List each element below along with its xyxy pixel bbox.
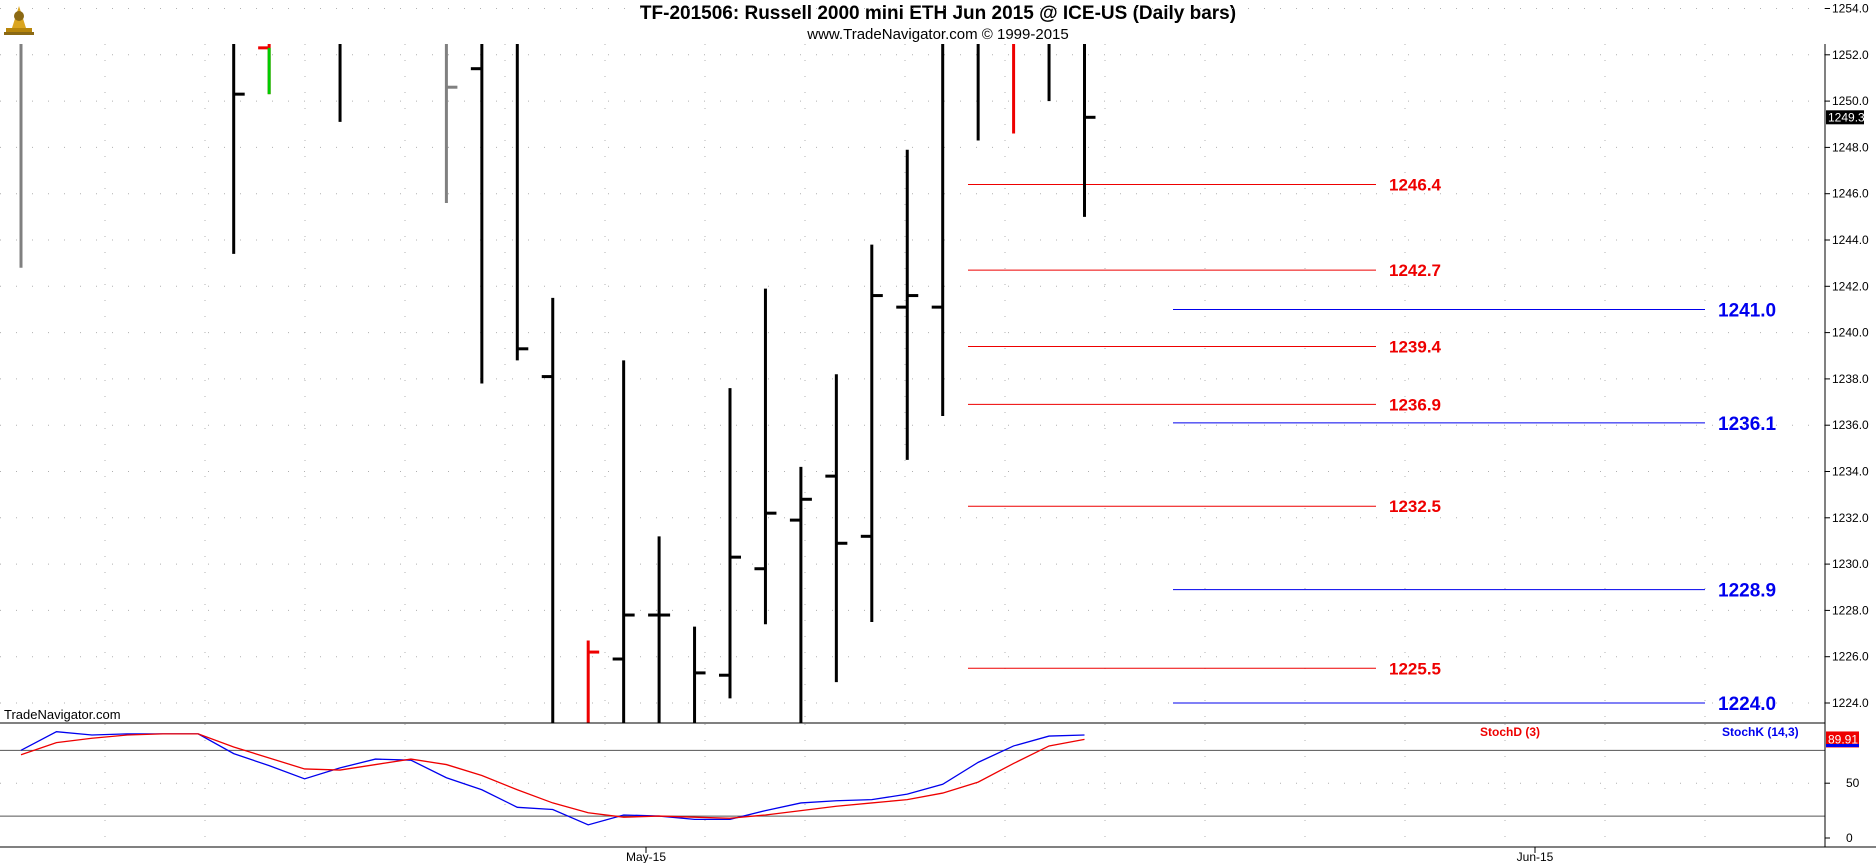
price-tick-label-2: 1228.0 [1832,603,1869,617]
price-bar-30 [1083,44,1096,217]
level-label-6: 1236.9 [1389,395,1441,414]
price-bar-12 [444,44,458,203]
price-bar-26 [931,44,945,416]
price-tick-label-5: 1234.0 [1832,465,1869,479]
level-label-5: 1239.4 [1389,337,1442,356]
price-bars [19,44,1096,723]
price-bar-17 [612,360,635,723]
price-bar-23 [825,374,848,683]
price-bar-7 [258,44,271,95]
price-tick-label-6: 1236.0 [1832,418,1869,432]
price-bar-20 [719,388,741,699]
chart-subtitle: www.TradeNavigator.com © 1999-2015 [807,26,1069,43]
price-tick-label-9: 1242.0 [1832,279,1869,293]
last-price-tag [1826,110,1864,125]
price-bar-6 [232,44,245,254]
stoch-tick-label-0: 0 [1846,831,1853,845]
price-tick-label-0: 1224.0 [1832,696,1869,710]
last-price-label: 1249.3 [1828,110,1865,124]
level-label-4: 1242.7 [1389,261,1441,280]
price-bar-14 [515,44,529,361]
price-bar-15 [541,297,555,723]
price-tick-label-10: 1244.0 [1832,233,1869,247]
price-tick-label-12: 1248.0 [1832,140,1869,154]
stoch-legend-d: StochD (3) [1480,725,1540,739]
price-bar-19 [693,626,706,723]
stochastic-panel: StochD (3) StochK (14,3) [0,725,1825,826]
level-label-12: 1228.9 [1718,581,1776,602]
level-label-11: 1236.1 [1718,414,1777,435]
time-tick-label-0: May-15 [626,850,666,863]
price-tick-label-8: 1240.0 [1832,326,1869,340]
price-axis: 1224.0 1226.0 1228.0 1230.0 1232.0 1234.0 1236… [1825,2,1869,710]
stoch-last-tag [1826,731,1859,748]
level-label-8: 1225.5 [1389,659,1441,678]
price-tick-label-1: 1226.0 [1832,650,1869,664]
chart-title: TF-201506: Russell 2000 mini ETH Jun 201… [639,3,1237,24]
level-label-10: 1241.0 [1718,300,1776,321]
price-tick-label-11: 1246.0 [1832,187,1869,201]
level-label-7: 1232.5 [1389,497,1441,516]
level-label-13: 1224.0 [1718,694,1776,715]
price-tick-label-15: 1254.0 [1832,2,1869,16]
price-bar-24 [860,244,883,622]
stoch-last-label: 89.91 [1828,732,1858,746]
watermark: TradeNavigator.com [4,707,121,722]
price-tick-label-4: 1232.0 [1832,511,1869,525]
stoch-axis: 0 50 89.91 [1825,731,1860,845]
price-tick-label-7: 1238.0 [1832,372,1869,386]
grid-dots [0,8,1825,723]
price-bar-16 [586,640,600,723]
level-lines: 1270.11267.41259.71246.41242.71239.41236… [968,175,1777,715]
price-bar-25 [896,149,919,460]
time-axis: May-15 Jun-15 [626,847,1554,863]
stoch-legend-k: StochK (14,3) [1722,725,1799,739]
price-bar-21 [754,288,777,625]
price-tick-label-14: 1252.0 [1832,48,1869,62]
stoch-tick-label-1: 50 [1846,776,1860,790]
stoch-series-1 [20,733,1085,819]
stoch-grid-dots [104,724,1706,846]
time-tick-label-1: Jun-15 [1517,850,1554,863]
price-bar-22 [789,466,812,723]
level-label-3: 1246.4 [1389,175,1442,194]
price-bar-18 [648,536,671,723]
stoch-series-0 [20,731,1085,826]
price-tick-label-3: 1230.0 [1832,557,1869,571]
trade-navigator-logo-icon [2,2,36,41]
chart-header: TF-201506: Russell 2000 mini ETH Jun 201… [0,0,1876,44]
price-tick-label-13: 1250.0 [1832,94,1869,108]
price-bar-13 [470,44,484,384]
